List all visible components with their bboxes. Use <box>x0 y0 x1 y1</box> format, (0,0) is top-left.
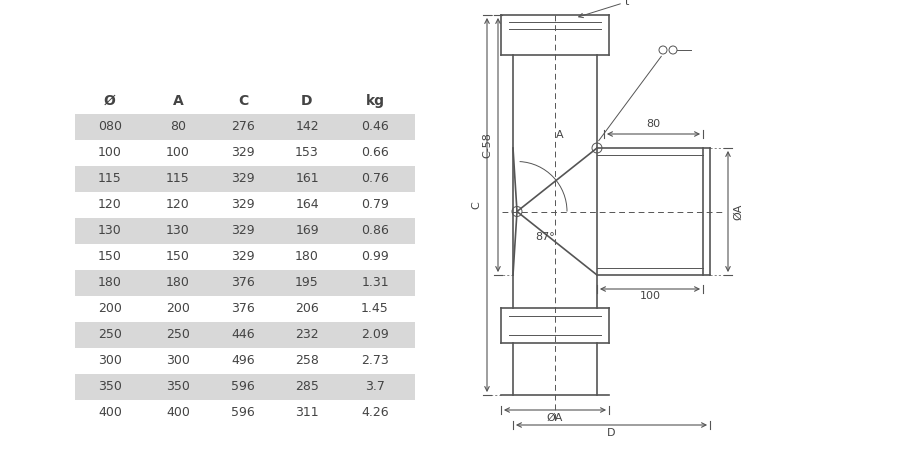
Text: 200: 200 <box>166 302 190 315</box>
Text: 376: 376 <box>231 302 255 315</box>
Text: 115: 115 <box>166 172 190 185</box>
Text: 180: 180 <box>295 251 319 264</box>
Text: 329: 329 <box>231 198 255 211</box>
Text: 80: 80 <box>170 121 186 134</box>
Text: 161: 161 <box>295 172 319 185</box>
Text: 180: 180 <box>98 276 122 289</box>
Text: 100: 100 <box>166 147 190 159</box>
Text: 0.86: 0.86 <box>361 225 389 238</box>
Text: 232: 232 <box>295 328 319 342</box>
Text: C: C <box>238 94 248 108</box>
Text: 080: 080 <box>98 121 122 134</box>
Text: A: A <box>173 94 184 108</box>
Text: 115: 115 <box>98 172 122 185</box>
Text: 87°: 87° <box>535 231 554 242</box>
Text: 206: 206 <box>295 302 319 315</box>
Text: 3.7: 3.7 <box>365 381 385 393</box>
Text: 376: 376 <box>231 276 255 289</box>
Text: 1.31: 1.31 <box>361 276 389 289</box>
Text: 120: 120 <box>98 198 122 211</box>
Text: 0.46: 0.46 <box>361 121 389 134</box>
Text: C: C <box>471 201 481 209</box>
Text: 200: 200 <box>98 302 122 315</box>
Text: kg: kg <box>365 94 384 108</box>
Text: 100: 100 <box>98 147 122 159</box>
Text: 350: 350 <box>166 381 190 393</box>
Text: 285: 285 <box>295 381 319 393</box>
Text: 329: 329 <box>231 251 255 264</box>
Text: 276: 276 <box>231 121 255 134</box>
Text: 4.26: 4.26 <box>361 406 389 419</box>
Text: 350: 350 <box>98 381 122 393</box>
Text: 180: 180 <box>166 276 190 289</box>
Text: 250: 250 <box>166 328 190 342</box>
Text: A: A <box>556 130 563 140</box>
Text: 80: 80 <box>646 119 661 129</box>
Text: 142: 142 <box>295 121 319 134</box>
Text: 2.09: 2.09 <box>361 328 389 342</box>
Text: Ø: Ø <box>104 94 116 108</box>
Text: 150: 150 <box>98 251 122 264</box>
Text: 153: 153 <box>295 147 319 159</box>
Text: ØA: ØA <box>733 203 743 220</box>
Text: 2.73: 2.73 <box>361 355 389 368</box>
Text: 195: 195 <box>295 276 319 289</box>
Text: 258: 258 <box>295 355 319 368</box>
Text: ØA: ØA <box>547 413 563 423</box>
Text: t: t <box>625 0 629 7</box>
Text: 250: 250 <box>98 328 122 342</box>
Bar <box>75 166 415 192</box>
Text: 0.66: 0.66 <box>361 147 389 159</box>
Text: 0.79: 0.79 <box>361 198 389 211</box>
Text: C-58: C-58 <box>482 132 492 158</box>
Bar <box>75 322 415 348</box>
Bar <box>75 374 415 400</box>
Text: 150: 150 <box>166 251 190 264</box>
Text: 120: 120 <box>166 198 190 211</box>
Text: 596: 596 <box>231 381 255 393</box>
Bar <box>75 270 415 296</box>
Text: 130: 130 <box>166 225 190 238</box>
Text: D: D <box>302 94 313 108</box>
Text: 0.76: 0.76 <box>361 172 389 185</box>
Bar <box>75 114 415 140</box>
Text: 300: 300 <box>98 355 122 368</box>
Text: 164: 164 <box>295 198 319 211</box>
Text: 300: 300 <box>166 355 190 368</box>
Text: 400: 400 <box>98 406 122 419</box>
Text: 311: 311 <box>295 406 319 419</box>
Text: D: D <box>608 428 616 438</box>
Text: 329: 329 <box>231 172 255 185</box>
Text: 596: 596 <box>231 406 255 419</box>
Bar <box>75 218 415 244</box>
Text: 329: 329 <box>231 225 255 238</box>
Text: 446: 446 <box>231 328 255 342</box>
Text: 100: 100 <box>640 291 661 301</box>
Text: 1.45: 1.45 <box>361 302 389 315</box>
Text: 329: 329 <box>231 147 255 159</box>
Text: 130: 130 <box>98 225 122 238</box>
Text: 496: 496 <box>231 355 255 368</box>
Text: 0.99: 0.99 <box>361 251 389 264</box>
Text: 400: 400 <box>166 406 190 419</box>
Text: 169: 169 <box>295 225 319 238</box>
